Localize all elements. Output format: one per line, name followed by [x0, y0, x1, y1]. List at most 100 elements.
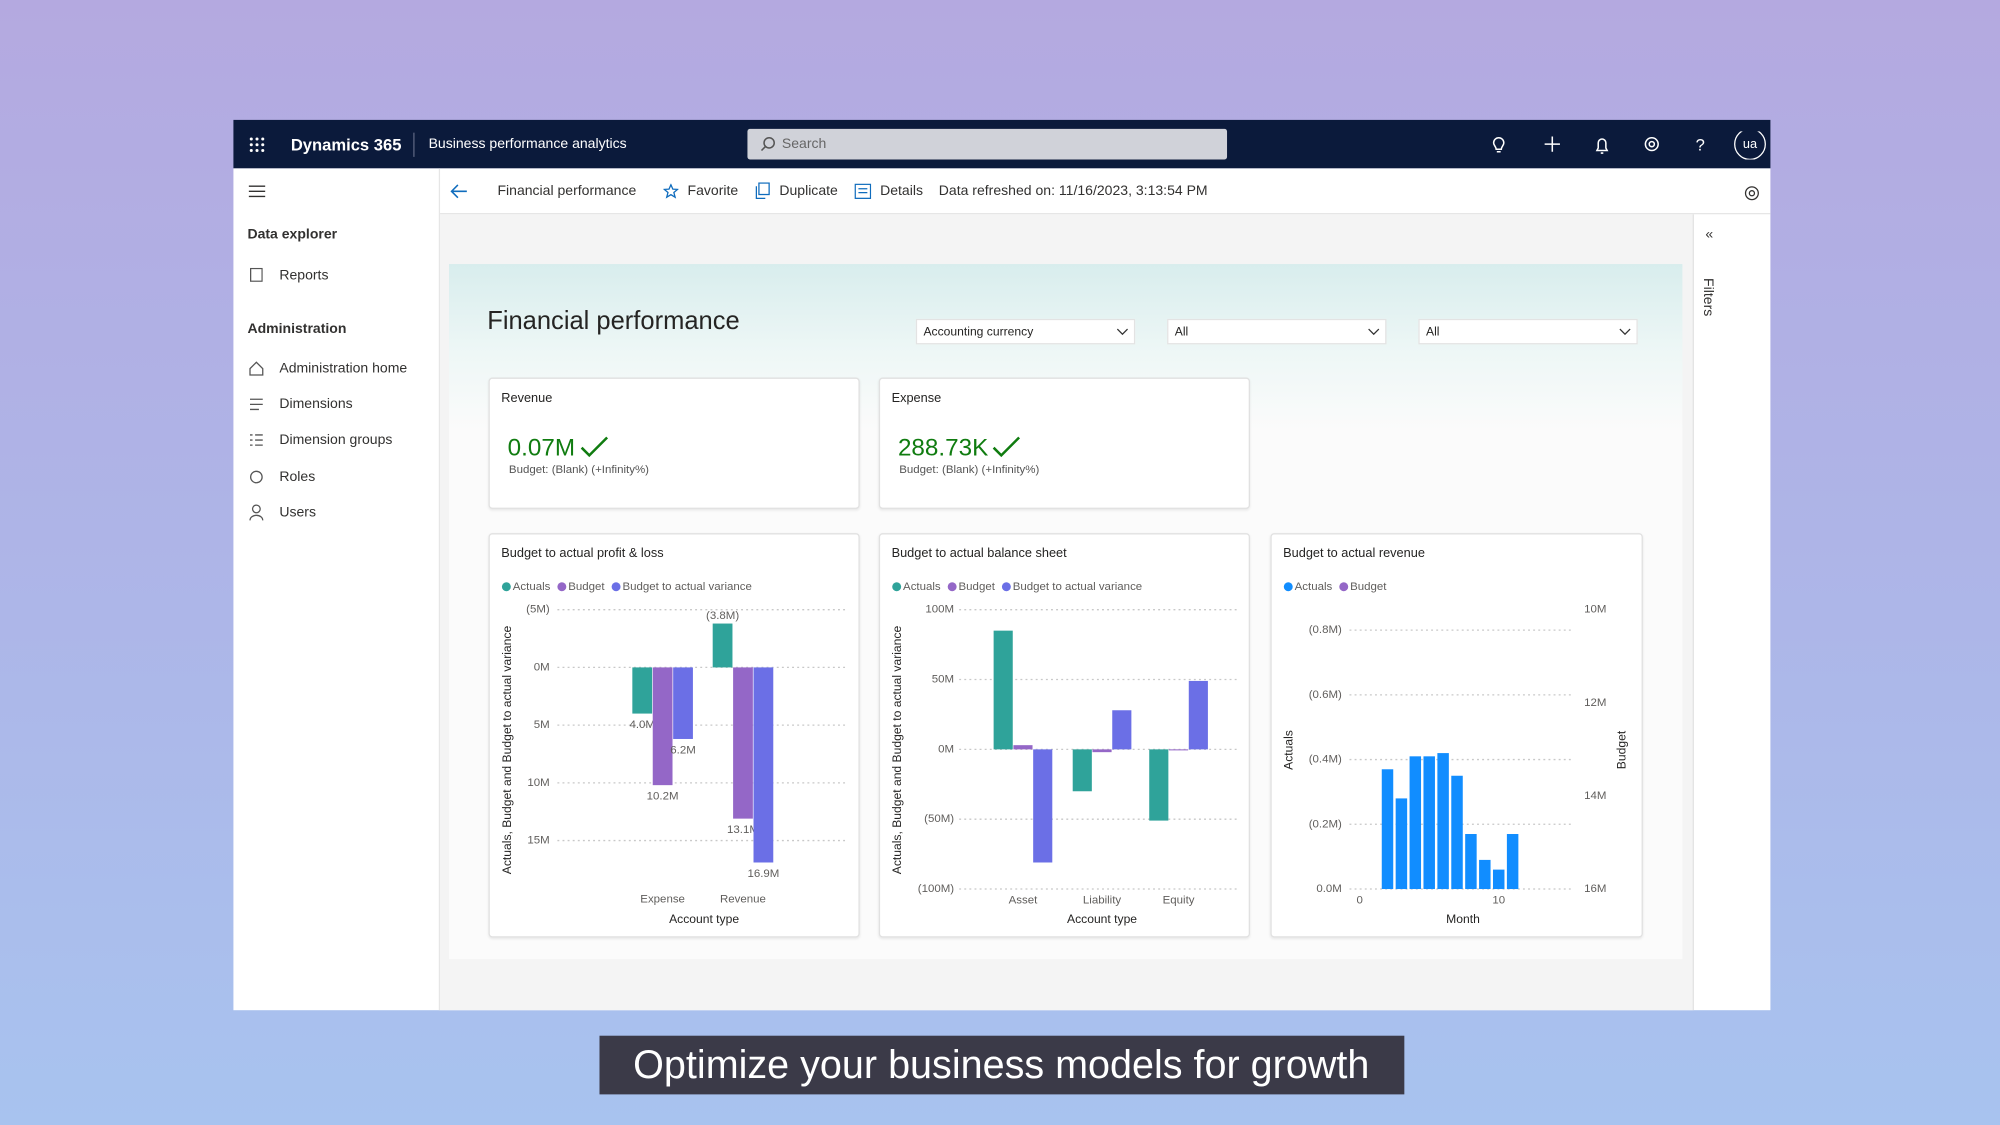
bar [1465, 834, 1477, 890]
y-axis-title: Actuals [1282, 730, 1296, 770]
bar [1437, 753, 1449, 890]
legend-label: Budget to actual variance [622, 581, 751, 593]
data-label: 6.2M [670, 744, 696, 756]
bell-icon[interactable] [1595, 138, 1609, 154]
bar [1112, 710, 1132, 750]
search-box[interactable] [747, 128, 1228, 160]
bar [712, 623, 733, 668]
bar [993, 630, 1013, 750]
filter-dropdown[interactable]: All [1167, 318, 1387, 345]
product-name[interactable]: Dynamics 365 [290, 135, 402, 155]
bar [1409, 756, 1422, 890]
sidebar-item[interactable]: Administration home [279, 360, 408, 377]
divider [413, 132, 415, 157]
sidebar-item[interactable]: Roles [279, 469, 316, 485]
legend-label: Actuals [1295, 581, 1333, 593]
x-axis-title: Account type [669, 912, 739, 926]
bar [733, 667, 753, 819]
legend-dot [557, 582, 567, 592]
x-tick-label: 0 [1356, 895, 1362, 907]
add-icon[interactable] [1544, 136, 1560, 152]
x-tick-label: 10 [1492, 895, 1505, 907]
toolbar-border [440, 213, 1771, 215]
bar [1149, 749, 1169, 821]
breadcrumb: Financial performance [497, 183, 637, 199]
y-axis-title: Actuals, Budget and Budget to actual var… [890, 626, 904, 875]
bar [1492, 869, 1505, 890]
y-tick-label: 0.0M [1316, 883, 1342, 895]
y-tick-label: 50M [932, 674, 954, 686]
legend-label: Budget to actual variance [1013, 581, 1142, 593]
duplicate-icon [755, 182, 770, 199]
bar [652, 667, 673, 786]
report-title: Financial performance [487, 307, 740, 336]
collapse-filters[interactable]: « [1705, 227, 1714, 243]
data-label: 10.2M [647, 791, 679, 803]
header-icons: ? [1492, 131, 1766, 160]
x-axis-title: Account type [1067, 912, 1137, 926]
waffle-icon[interactable] [249, 136, 266, 153]
filter-dropdown[interactable]: All [1418, 318, 1638, 345]
legend-dot [1283, 582, 1293, 592]
legend-dot [611, 582, 621, 592]
help-icon[interactable]: ? [1696, 136, 1705, 155]
lightbulb-icon[interactable] [1492, 136, 1505, 153]
app-name[interactable]: Business performance analytics [428, 136, 627, 152]
legend-label: Actuals [903, 581, 941, 593]
toolbar-action[interactable]: Favorite [687, 183, 739, 199]
y-tick-label: (5M) [526, 604, 550, 616]
data-label: 13.1M [727, 824, 759, 836]
sidebar-section: Data explorer [247, 227, 338, 243]
settings-toggle[interactable] [1744, 185, 1761, 202]
y-tick-label: (0.8M) [1309, 624, 1342, 636]
bar [753, 667, 774, 863]
chart-title: Budget to actual revenue [1283, 545, 1425, 560]
avatar[interactable] [1734, 131, 1766, 160]
legend-label: Budget [568, 581, 605, 593]
search-placeholder: Search [781, 136, 827, 152]
y-tick-label: 15M [527, 835, 549, 847]
details-icon [854, 183, 872, 199]
legend-dot [947, 582, 957, 592]
legend-label: Budget [1350, 581, 1387, 593]
settings-icon[interactable] [1644, 136, 1659, 152]
y2-tick-label: 16M [1584, 883, 1606, 895]
kpi-title: Revenue [501, 391, 553, 406]
legend-label: Actuals [513, 581, 551, 593]
bar [1013, 745, 1033, 750]
kpi-value: 288.73K [897, 434, 989, 462]
y2-axis-title: Budget [1615, 730, 1629, 769]
toolbar-action[interactable]: Details [880, 183, 923, 199]
check-icon [992, 436, 1021, 458]
bar [1451, 775, 1463, 890]
filters-label[interactable]: Filters [1700, 278, 1716, 317]
bar [1395, 798, 1408, 890]
kpi-value: 0.07M [507, 434, 576, 462]
x-tick-label: Equity [1163, 895, 1195, 907]
kpi-subtitle: Budget: (Blank) (+Infinity%) [899, 463, 1040, 476]
kpi-card [488, 377, 860, 509]
sidebar-item[interactable]: Dimension groups [279, 432, 393, 448]
chevron [1619, 328, 1631, 336]
sidebar-item[interactable]: Reports [279, 267, 329, 284]
toolbar-action[interactable]: Duplicate [779, 183, 838, 199]
reports-icon [249, 267, 263, 282]
back-button[interactable] [450, 184, 468, 199]
y-tick-label: (0.6M) [1309, 689, 1342, 701]
y2-tick-label: 12M [1584, 697, 1606, 709]
data-label: 4.0M [629, 719, 655, 731]
admin-icons [249, 361, 264, 521]
sidebar-item[interactable]: Dimensions [279, 396, 353, 412]
bar [673, 667, 693, 739]
caption: Optimize your business models for growth [633, 1042, 1370, 1087]
sidebar-section: Administration [247, 321, 347, 337]
dropdown-value: All [1174, 325, 1189, 340]
y-tick-label: (0.4M) [1309, 754, 1342, 766]
menu-icon[interactable] [248, 185, 266, 198]
bar [1381, 769, 1394, 890]
sidebar-item[interactable]: Users [279, 505, 316, 521]
filter-dropdown[interactable]: Accounting currency [915, 318, 1136, 345]
bar [1169, 749, 1189, 751]
legend-dot [1001, 582, 1011, 592]
